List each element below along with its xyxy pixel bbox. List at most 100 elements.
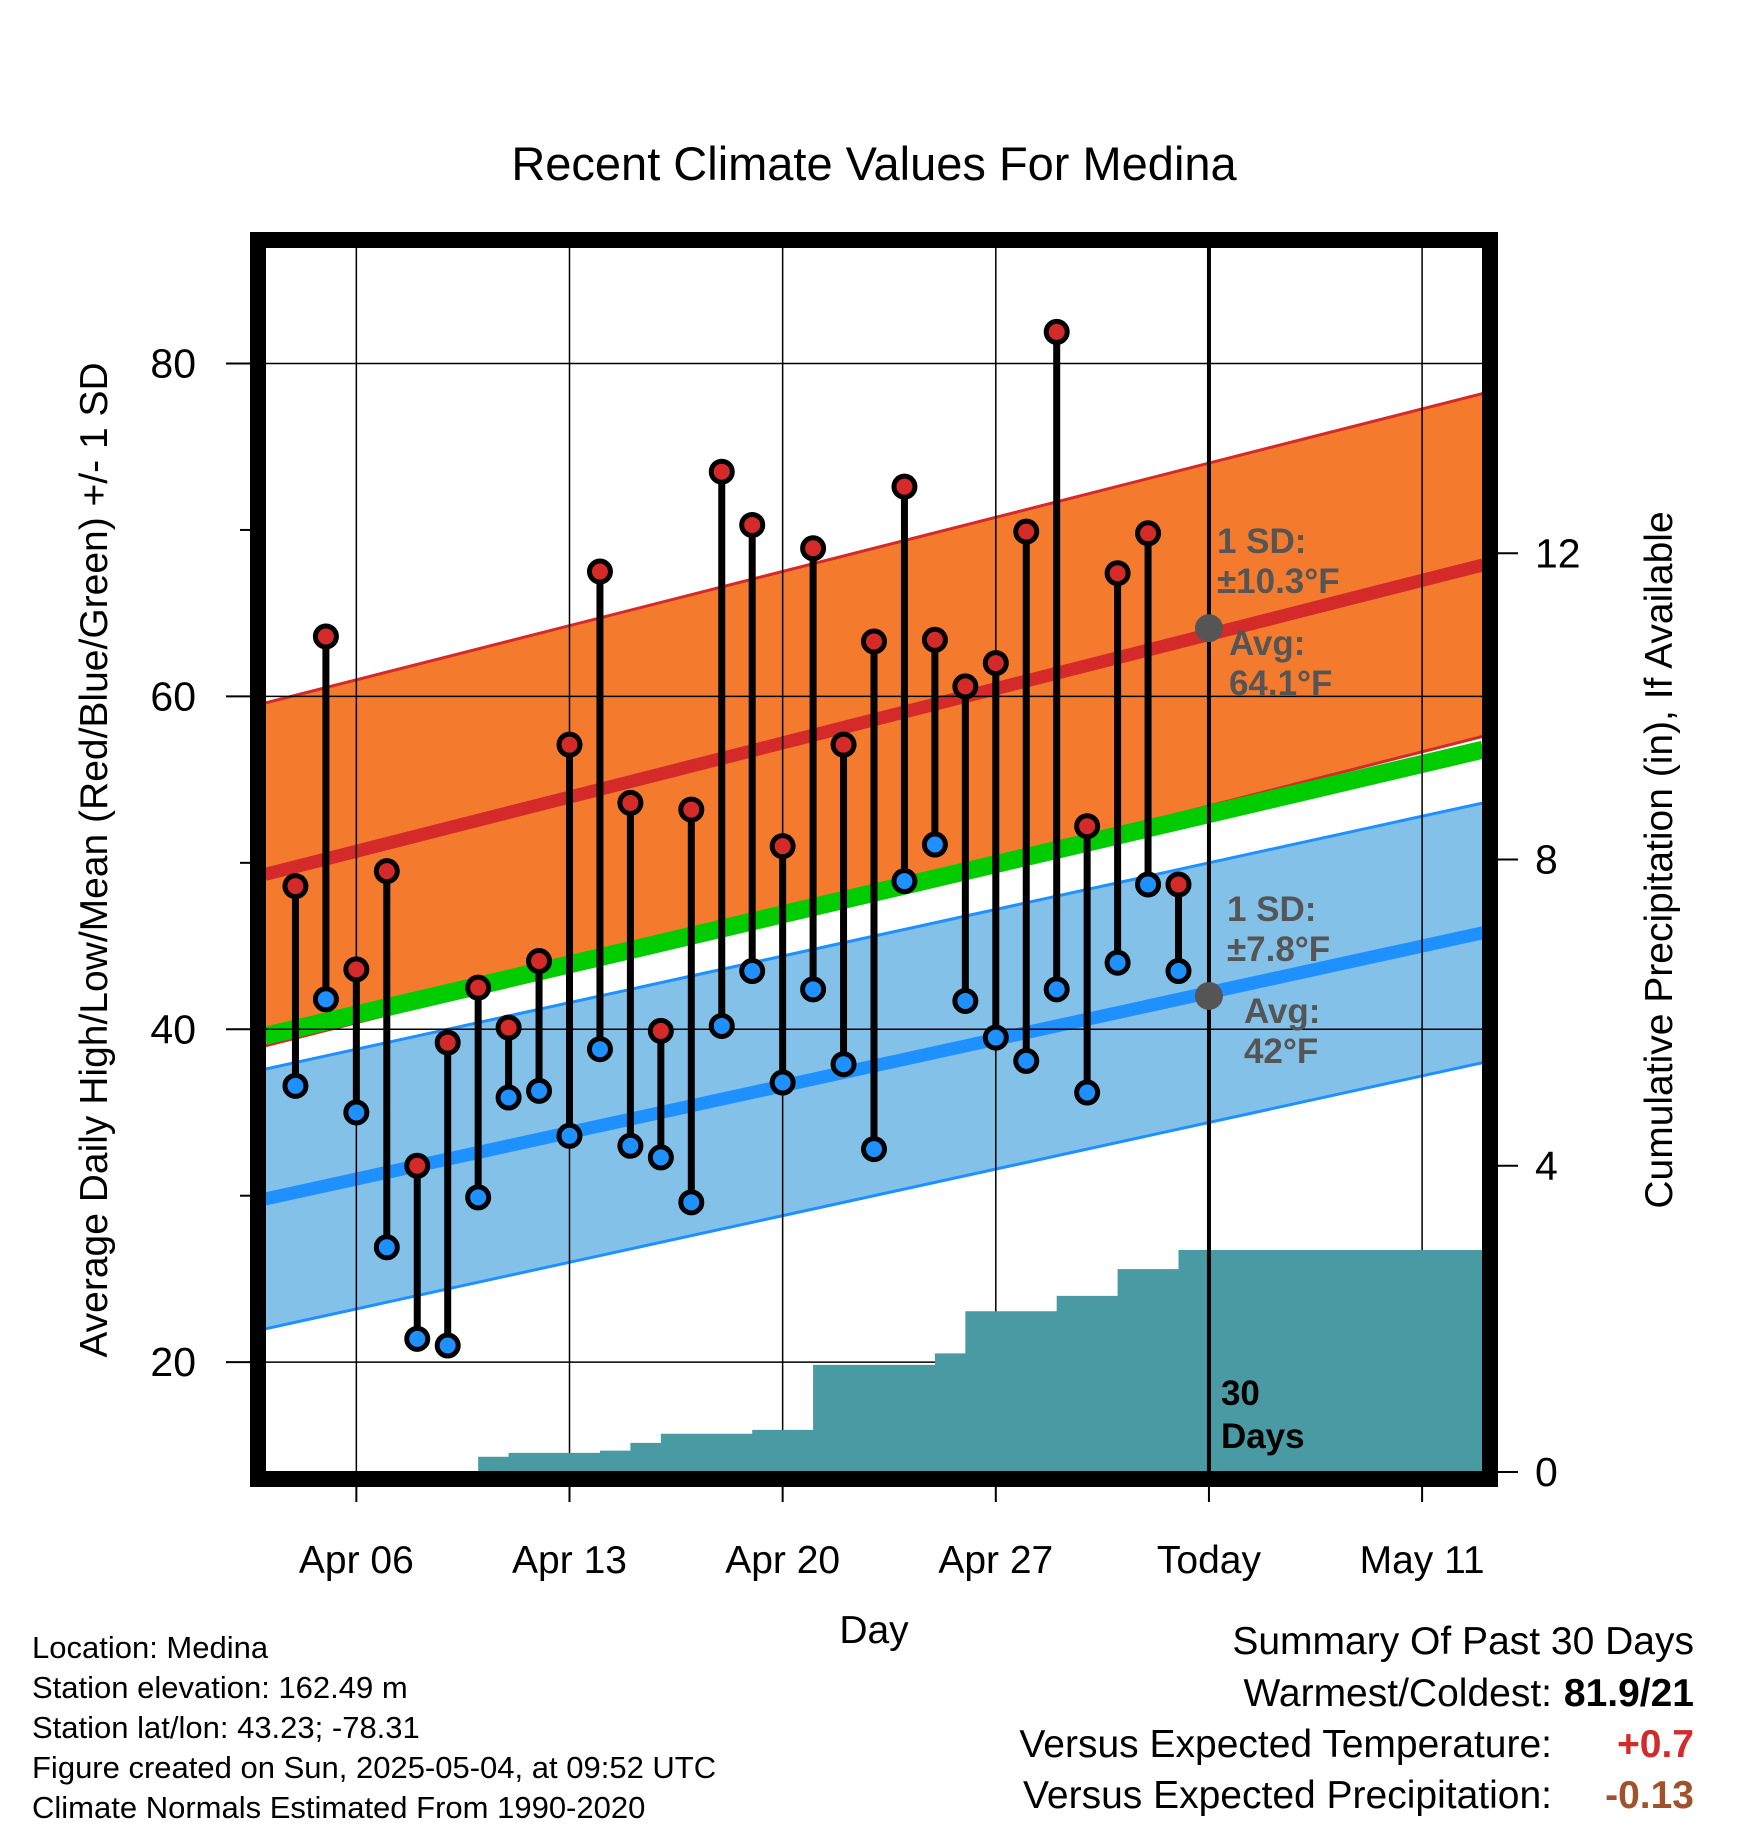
daily-high-point (1135, 520, 1162, 547)
precip-vs-expected-value: -0.13 (1605, 1774, 1694, 1817)
y2-tick-label: 8 (1535, 837, 1558, 883)
daily-low-point (891, 868, 918, 895)
daily-low-point (495, 1084, 522, 1111)
daily-low-point (1074, 1079, 1101, 1106)
daily-low-point (708, 1012, 735, 1039)
daily-high-point (952, 673, 979, 700)
high-band-upper-edge (265, 392, 1483, 705)
summary-row-warmest: Warmest/Coldest: 81.9/21 (1019, 1668, 1694, 1719)
daily-high-point (1104, 560, 1131, 587)
daily-low-point (1104, 949, 1131, 976)
daily-low-point (1043, 976, 1070, 1003)
cumulative-precip-area (265, 1249, 1483, 1472)
daily-low-point (343, 1099, 370, 1126)
low-sd-label: 1 SD: (1227, 890, 1316, 929)
x-tick-label: Apr 06 (299, 1539, 414, 1582)
y2-axis-label: Cumulative Precipitation (in), If Availa… (1638, 511, 1681, 1208)
summary-row-precip: Versus Expected Precipitation: -0.13 (1019, 1770, 1694, 1821)
today-normal-high-dot (1194, 614, 1223, 643)
low-avg-label: Avg: (1244, 992, 1320, 1031)
x-tick-label: Apr 13 (512, 1539, 627, 1582)
daily-high-point (769, 833, 796, 860)
warmest-coldest-value: 81.9/21 (1563, 1672, 1694, 1715)
daily-high-point (404, 1152, 431, 1179)
y-tick-label: 40 (150, 1006, 196, 1052)
x-axis-label: Day (839, 1609, 909, 1652)
daily-high-point (1013, 518, 1040, 545)
daily-low-point (647, 1144, 674, 1171)
daily-low-point (1165, 958, 1192, 985)
daily-low-point (404, 1325, 431, 1352)
daily-high-point (526, 948, 553, 975)
created-text: Figure created on Sun, 2025-05-04, at 09… (32, 1750, 717, 1785)
daily-high-point (830, 731, 857, 758)
daily-low-point (830, 1051, 857, 1078)
daily-low-point (982, 1024, 1009, 1051)
daily-high-point (861, 628, 887, 655)
plot-frame (250, 232, 1498, 1487)
daily-low-point (556, 1122, 583, 1149)
daily-high-point (312, 623, 339, 650)
station-info: Location: Medina Station elevation: 162.… (32, 1628, 716, 1828)
daily-high-point (434, 1029, 461, 1056)
daily-high-point (921, 626, 948, 653)
daily-high-point (891, 473, 918, 500)
y-tick-label: 60 (150, 673, 196, 719)
daily-high-point (982, 650, 1009, 677)
location-text: Location: Medina (32, 1630, 269, 1665)
x-tick-label: Today (1157, 1539, 1262, 1582)
daily-low-point (952, 987, 979, 1014)
summary-panel: Summary Of Past 30 Days Warmest/Coldest:… (1019, 1616, 1694, 1821)
daily-low-point (1013, 1047, 1040, 1074)
x-tick-label: May 11 (1360, 1539, 1485, 1582)
latlon-text: Station lat/lon: 43.23; -78.31 (32, 1710, 420, 1745)
daily-low-point (861, 1136, 887, 1163)
daily-low-point (465, 1184, 492, 1211)
x-tick-label: Apr 20 (725, 1539, 840, 1582)
daily-high-point (617, 789, 644, 816)
daily-low-point (800, 976, 827, 1003)
daily-low-point (617, 1132, 644, 1159)
daily-high-point (647, 1017, 674, 1044)
high-avg-label: Avg: (1229, 624, 1305, 663)
daily-low-point (434, 1332, 461, 1359)
daily-low-point (921, 831, 948, 858)
daily-high-point (343, 956, 370, 983)
temp-vs-expected-value: +0.7 (1617, 1723, 1694, 1766)
daily-high-point (282, 873, 309, 900)
elevation-text: Station elevation: 162.49 m (32, 1670, 408, 1705)
daily-high-point (708, 458, 735, 485)
high-avg-value: 64.1°F (1229, 664, 1333, 703)
daily-low-point (373, 1234, 400, 1261)
y2-tick-label: 4 (1535, 1143, 1558, 1189)
daily-low-point (312, 986, 339, 1013)
y2-tick-label: 0 (1535, 1449, 1558, 1495)
daily-high-point (800, 535, 827, 562)
daily-high-point (586, 558, 613, 585)
high-sd-label: 1 SD: (1217, 522, 1306, 561)
daily-high-point (373, 858, 400, 885)
daily-high-point (739, 511, 766, 538)
y-tick-label: 80 (150, 341, 196, 387)
daily-low-point (739, 958, 766, 985)
days-unit-label: Days (1221, 1417, 1305, 1456)
daily-low-point (1135, 871, 1162, 898)
temp-vs-expected-label: Versus Expected Temperature: (1019, 1723, 1552, 1766)
low-sd-value: ±7.8°F (1227, 930, 1330, 969)
warmest-coldest-label: Warmest/Coldest: (1243, 1672, 1552, 1715)
summary-row-temp: Versus Expected Temperature: +0.7 (1019, 1719, 1694, 1770)
daily-low-point (282, 1072, 309, 1099)
daily-high-point (1074, 813, 1101, 840)
precip-vs-expected-label: Versus Expected Precipitation: (1023, 1774, 1552, 1817)
daily-low-point (678, 1189, 705, 1216)
y2-tick-label: 12 (1535, 530, 1581, 576)
daily-high-point (495, 1014, 522, 1041)
daily-low-point (526, 1077, 553, 1104)
y-axis-label: Average Daily High/Low/Mean (Red/Blue/Gr… (73, 362, 116, 1357)
daily-high-point (1165, 871, 1192, 898)
normals-text: Climate Normals Estimated From 1990-2020 (32, 1790, 646, 1825)
high-sd-value: ±10.3°F (1217, 562, 1340, 601)
y-tick-label: 20 (150, 1339, 196, 1385)
daily-high-point (1043, 318, 1070, 345)
